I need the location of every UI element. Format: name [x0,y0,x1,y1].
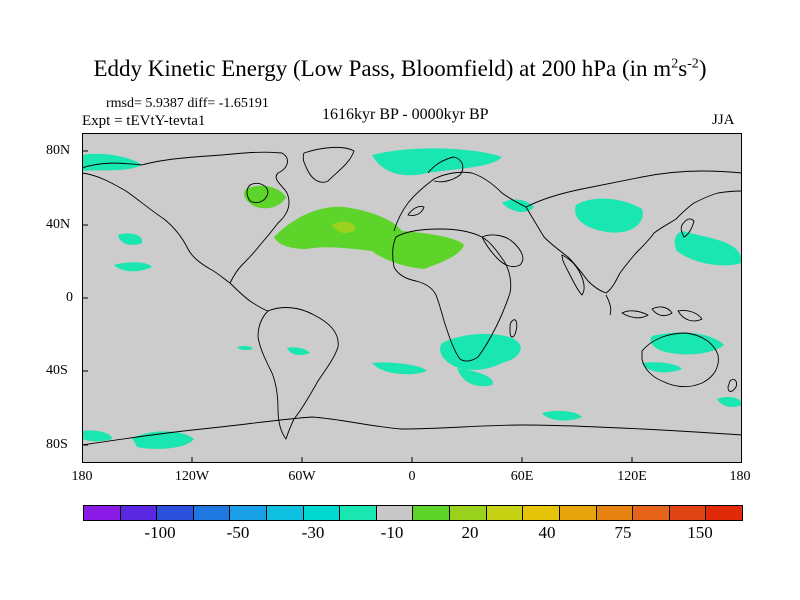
colorbar-swatch [267,506,304,520]
colorbar-swatch [303,506,341,520]
colorbar-label: -30 [301,523,325,542]
colorbar-swatch [633,506,670,520]
colorbar-swatch [157,506,194,520]
experiment-label: Expt = tEVtY-tevta1 [82,113,206,129]
coastlines [82,146,742,446]
lon-label-60w: 60W [288,469,316,484]
colorbar-swatch [413,506,451,520]
lon-label-120e: 120E [617,469,647,484]
colorbar-label: 150 [687,523,713,542]
colorbar-label: 40 [538,523,556,542]
colorbar-swatch [486,506,524,520]
axis-ticks [82,150,633,463]
map-background [82,133,742,463]
colorbar-swatch [230,506,268,520]
colorbar-swatch [523,506,560,520]
plot-title: Eddy Kinetic Energy (Low Pass, Bloomfiel… [93,56,707,81]
lat-label-40n: 40N [46,217,71,232]
lon-label-0: 0 [408,469,416,484]
colorbar-label: -50 [226,523,250,542]
lon-label-60e: 60E [510,469,534,484]
lat-label-80n: 80N [46,143,71,158]
colorbar-label: 75 [614,523,632,542]
map-panel [82,133,742,463]
period-label: 1616kyr BP - 0000kyr BP [322,106,489,123]
lon-label-180e: 180 [729,469,751,484]
colorbar [83,505,743,521]
colorbar-swatch [84,506,121,520]
lon-label-180w: 180 [71,469,93,484]
colorbar-swatch [376,506,414,520]
colorbar-swatch [193,506,231,520]
negative-anomaly-regions [82,148,742,449]
colorbar-label: -100 [144,523,176,542]
lon-label-120w: 120W [174,469,210,484]
colorbar-swatch [596,506,634,520]
colorbar-swatch [340,506,377,520]
lat-label-40s: 40S [46,363,68,378]
colorbar-label: -10 [380,523,404,542]
colorbar-swatch [450,506,487,520]
colorbar-swatch [120,506,158,520]
stats-label: rmsd= 5.9387 diff= -1.65191 [106,96,269,111]
lat-label-0: 0 [66,290,73,305]
colorbar-label: 20 [461,523,479,542]
colorbar-swatch [669,506,707,520]
colorbar-swatch [706,506,742,520]
colorbar-swatch [559,506,597,520]
lat-label-80s: 80S [46,437,68,452]
season-label: JJA [712,112,735,128]
